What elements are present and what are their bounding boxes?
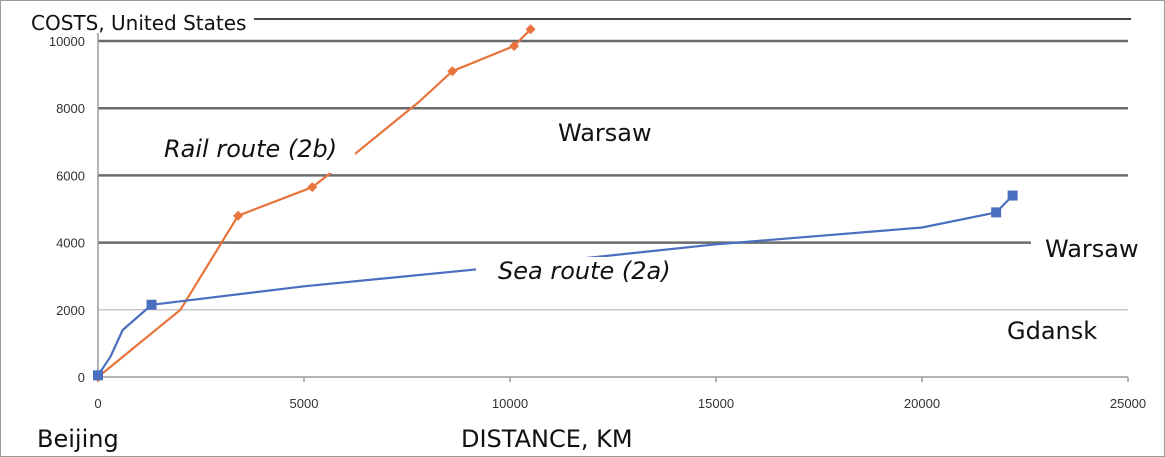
y-tick-label: 2000	[56, 303, 85, 318]
series-line-sea	[96, 194, 1014, 377]
series-label-sea: Sea route (2a)	[476, 257, 689, 289]
x-tick-label: 0	[94, 396, 101, 411]
rail-point	[233, 210, 244, 221]
sea-point	[146, 299, 157, 310]
annotation-beijing: Beijing	[31, 427, 125, 451]
y-tick-label: 0	[78, 370, 85, 385]
sea-point	[1007, 190, 1018, 201]
x-tick-label: 20000	[904, 396, 940, 411]
rail-point	[509, 41, 520, 52]
y-tick-label: 6000	[56, 168, 85, 183]
sea-point	[93, 370, 103, 381]
series-line-rail	[96, 28, 532, 379]
sea-point	[991, 207, 1002, 218]
chart-title: COSTS, United States	[31, 13, 255, 33]
y-tick-label: 10000	[49, 34, 85, 49]
series-label-rail: Rail route (2b)	[146, 131, 356, 173]
annotation-warsaw-rail: Warsaw	[536, 119, 674, 159]
annotation-gdansk: Gdansk	[985, 317, 1128, 349]
x-axis-label: DISTANCE, KM	[455, 427, 639, 451]
y-tick-label: 8000	[56, 101, 85, 116]
x-tick-label: 15000	[698, 396, 734, 411]
y-tick-label: 4000	[56, 236, 85, 251]
rail-point	[307, 182, 318, 193]
x-tick-label: 25000	[1110, 396, 1146, 411]
x-tick-label: 5000	[290, 396, 319, 411]
rail-point	[525, 24, 536, 35]
x-tick-label: 10000	[492, 396, 528, 411]
rail-point	[447, 66, 458, 77]
annotation-warsaw-sea: Warsaw	[1031, 235, 1153, 269]
